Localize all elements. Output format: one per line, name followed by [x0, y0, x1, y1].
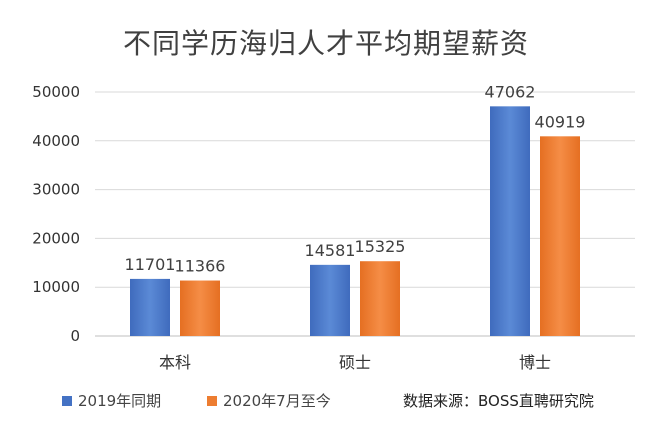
data-labels: 11701 11366 14581 15325 47062 40919 — [125, 82, 586, 275]
y-tick-label: 30000 — [32, 181, 80, 199]
legend-item-2019[interactable]: 2019年同期 — [62, 390, 161, 411]
y-tick-label: 40000 — [32, 132, 80, 150]
y-tick-label: 20000 — [32, 229, 80, 247]
bar-2019-2 — [490, 106, 530, 337]
bar-2020-2 — [540, 136, 580, 336]
bars — [130, 106, 580, 337]
data-label: 14581 — [305, 241, 356, 260]
y-tick-label: 50000 — [32, 83, 80, 101]
source-note: 数据来源：BOSS直聘研究院 — [403, 392, 594, 410]
data-label: 11366 — [175, 257, 226, 276]
y-axis: 0 10000 20000 30000 40000 50000 — [32, 83, 80, 345]
x-category-label: 博士 — [519, 353, 551, 372]
chart-title: 不同学历海归人才平均期望薪资 — [122, 27, 529, 60]
legend-item-2020[interactable]: 2020年7月至今 — [207, 390, 331, 411]
data-label: 47062 — [485, 82, 536, 101]
data-label: 15325 — [355, 237, 406, 256]
y-tick-label: 0 — [70, 327, 80, 345]
y-tick-label: 10000 — [32, 278, 80, 296]
x-category-label: 本科 — [159, 353, 191, 372]
bar-2020-1 — [360, 261, 400, 336]
legend-swatch-orange — [207, 395, 217, 406]
legend-swatch-blue — [62, 395, 72, 406]
bar-2019-0 — [130, 278, 170, 336]
x-axis: 本科 硕士 博士 — [159, 353, 551, 372]
x-category-label: 硕士 — [339, 353, 371, 372]
legend-label-2020: 2020年7月至今 — [223, 392, 331, 410]
data-label: 11701 — [125, 255, 176, 274]
legend-label-2019: 2019年同期 — [78, 392, 162, 410]
bar-2020-0 — [180, 280, 220, 336]
bar-2019-1 — [310, 264, 350, 336]
data-label: 40919 — [535, 112, 586, 131]
